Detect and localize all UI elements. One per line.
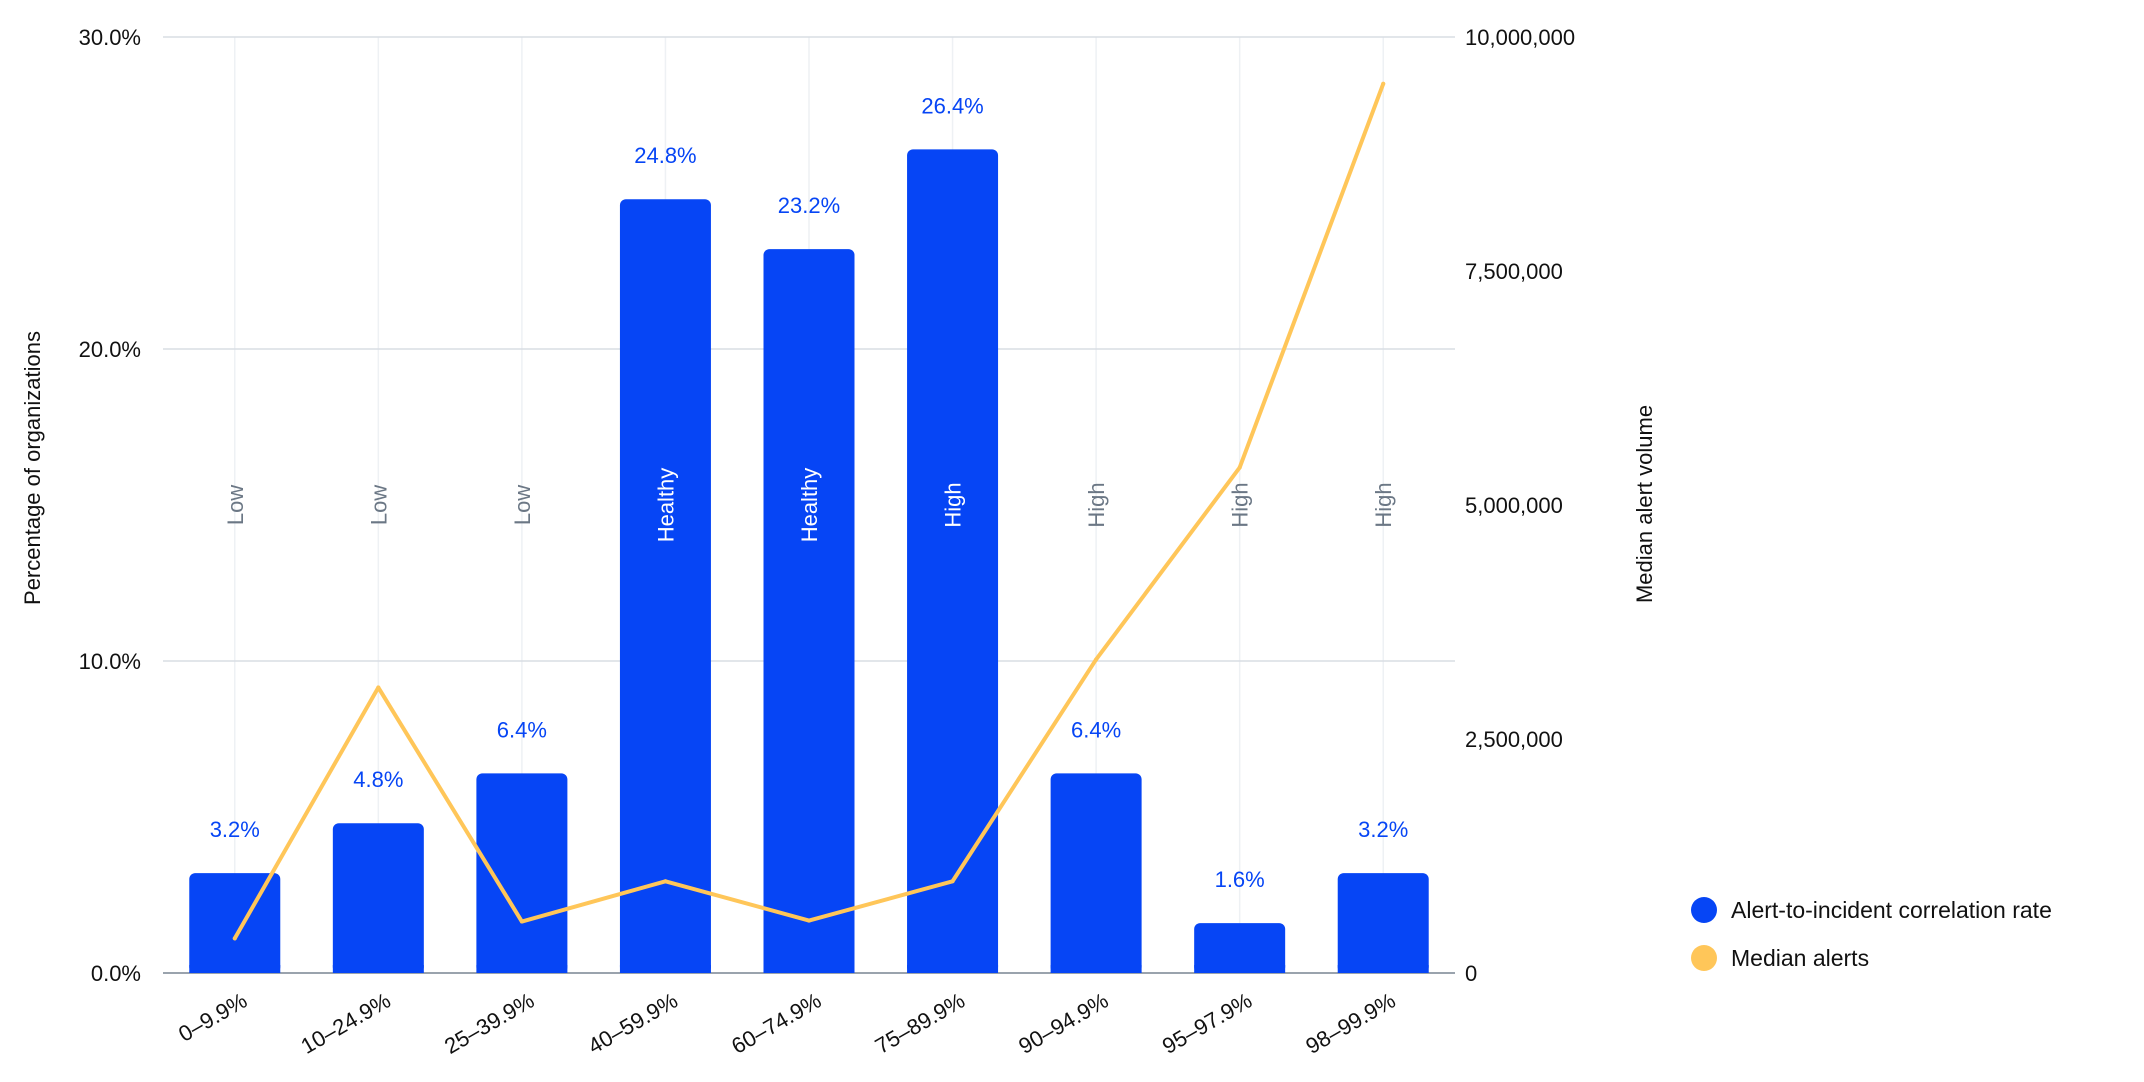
bar [1337, 873, 1429, 973]
median-alerts-point [376, 685, 381, 690]
bar-data-label: 3.2% [1358, 817, 1408, 842]
bar-base [763, 965, 855, 973]
median-alerts-point [519, 919, 524, 924]
bar-data-label: 4.8% [353, 767, 403, 792]
y-right-tick-label: 0 [1465, 961, 1477, 986]
bar-data-label: 26.4% [921, 93, 983, 118]
bar [907, 149, 999, 973]
bar-base [189, 965, 281, 973]
bar-base [332, 965, 424, 973]
y-right-tick-label: 7,500,000 [1465, 259, 1563, 284]
median-alerts-point [232, 936, 237, 941]
bar-category-label: Healthy [653, 468, 678, 543]
bar-category-label: Low [510, 485, 535, 525]
bar-category-label: High [941, 482, 966, 527]
bar [1050, 773, 1142, 973]
legend-label-bars: Alert-to-incident correlation rate [1731, 897, 2052, 923]
bar-data-label: 24.8% [634, 143, 696, 168]
bar-data-label: 23.2% [778, 193, 840, 218]
x-tick-label: 95–97.9% [1158, 988, 1256, 1059]
x-tick-label: 75–89.9% [871, 988, 969, 1059]
legend-label-line: Median alerts [1731, 945, 1869, 971]
y-left-axis-title: Percentage of organizations [20, 331, 45, 605]
y-left-tick-label: 10.0% [79, 649, 141, 674]
bar-category-label: Low [366, 485, 391, 525]
x-tick-label: 25–39.9% [440, 988, 538, 1059]
x-tick-label: 40–59.9% [584, 988, 682, 1059]
legend-swatch-line [1691, 945, 1717, 971]
bar-base [476, 965, 568, 973]
median-alerts-point [1094, 657, 1099, 662]
y-right-tick-label: 5,000,000 [1465, 493, 1563, 518]
bar [763, 249, 855, 973]
bar-data-label: 1.6% [1215, 867, 1265, 892]
bar [189, 873, 281, 973]
x-tick-label: 60–74.9% [727, 988, 825, 1059]
bar-base [1194, 965, 1286, 973]
median-alerts-point [1381, 81, 1386, 86]
x-tick-label: 10–24.9% [297, 988, 395, 1059]
y-right-tick-label: 2,500,000 [1465, 727, 1563, 752]
bar [1194, 923, 1286, 973]
median-alerts-point [950, 879, 955, 884]
x-tick-label: 98–99.9% [1301, 988, 1399, 1059]
x-tick-label: 90–94.9% [1014, 988, 1112, 1059]
y-right-axis-title: Median alert volume [1632, 405, 1657, 603]
bar-data-label: 3.2% [210, 817, 260, 842]
y-left-tick-label: 30.0% [79, 25, 141, 50]
bar-base [1050, 965, 1142, 973]
legend-swatch-bars [1691, 897, 1717, 923]
bar [619, 199, 711, 974]
y-left-tick-label: 0.0% [91, 961, 141, 986]
median-alerts-point [807, 918, 811, 923]
bar-category-label: Low [223, 485, 248, 525]
x-tick-label: 0–9.9% [174, 988, 251, 1047]
bar-base [1337, 965, 1429, 973]
bar-base [619, 965, 711, 973]
line-layer [232, 81, 1386, 941]
bar-category-label: Healthy [797, 468, 822, 543]
legend: Alert-to-incident correlation rate Media… [1691, 897, 2052, 971]
y-right-tick-label: 10,000,000 [1465, 25, 1575, 50]
bar-base [907, 965, 999, 973]
median-alerts-point [663, 879, 668, 884]
bar-data-label: 6.4% [497, 717, 547, 742]
bar-data-label: 6.4% [1071, 717, 1121, 742]
bar-category-label: High [1084, 482, 1109, 527]
bars-layer [189, 149, 1429, 974]
y-left-tick-label: 20.0% [79, 337, 141, 362]
bar-category-label: High [1228, 482, 1253, 527]
bar [332, 823, 424, 973]
bar-category-label: High [1371, 482, 1396, 527]
median-alerts-point [1237, 465, 1242, 470]
bar [476, 773, 568, 973]
